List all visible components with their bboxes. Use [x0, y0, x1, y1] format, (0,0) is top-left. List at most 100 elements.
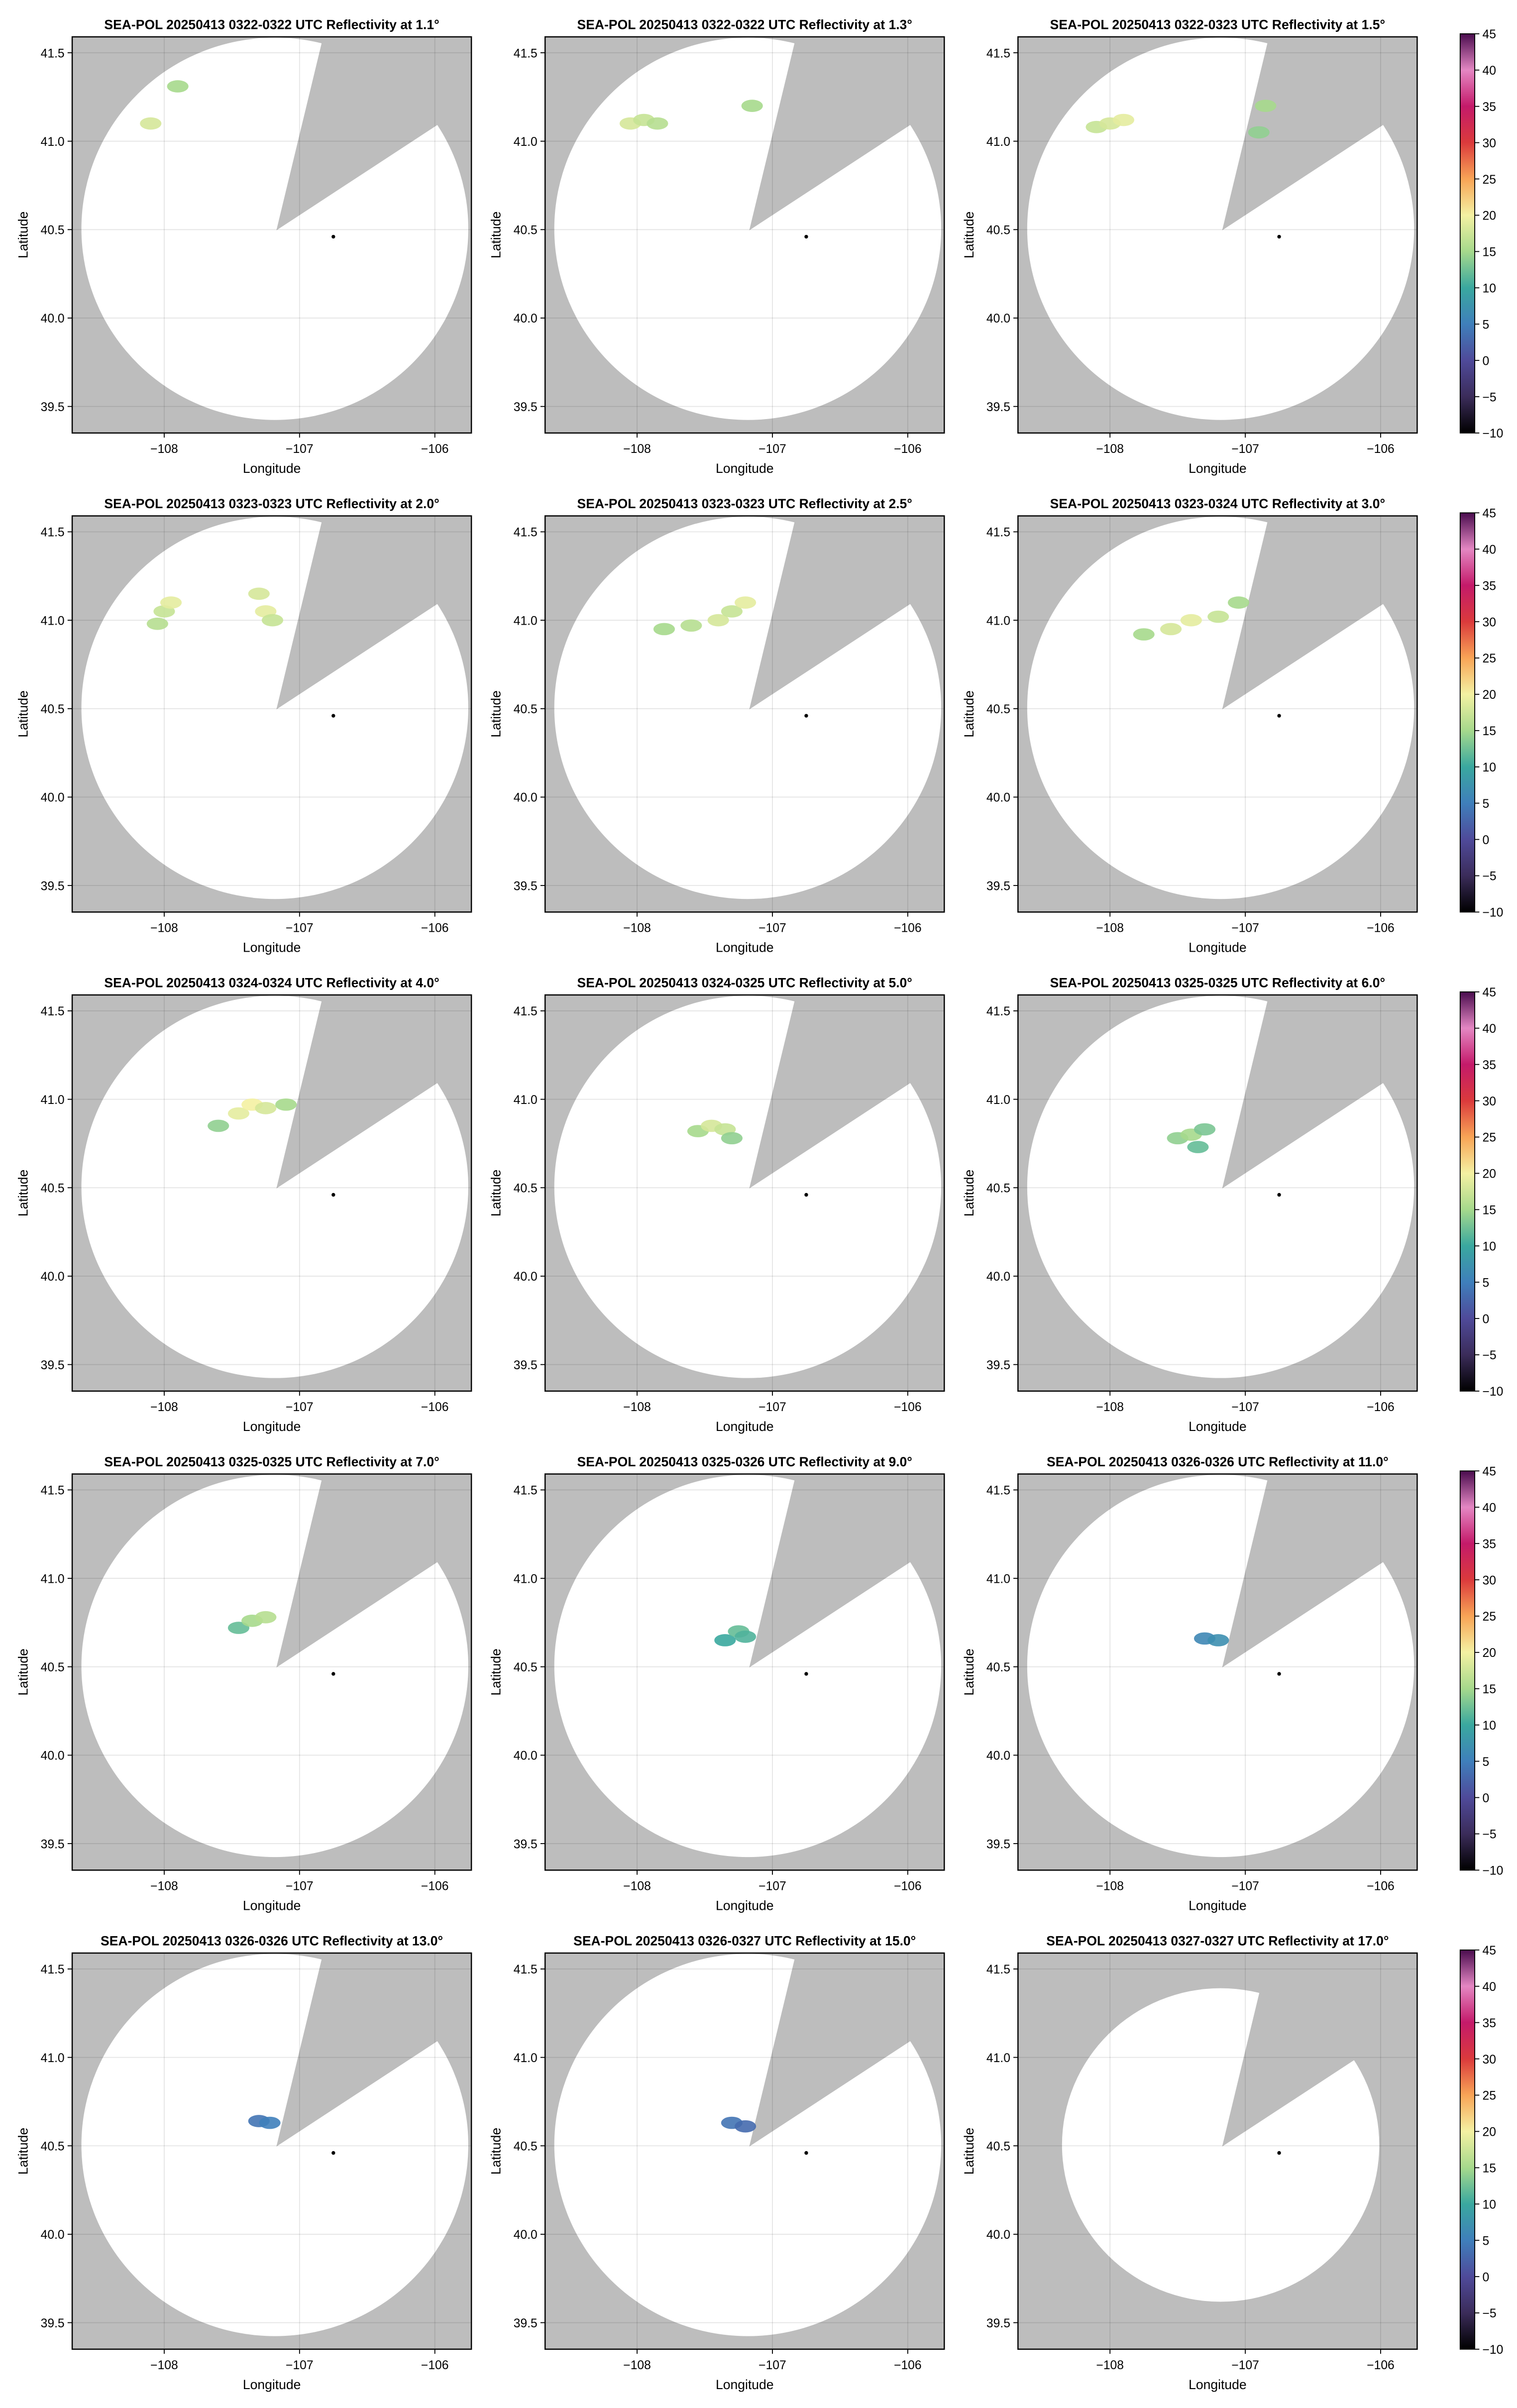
x-tick-label: −106 — [421, 922, 449, 935]
colorbar-tick-label: 40 — [1483, 1022, 1496, 1036]
plot-area — [1018, 37, 1417, 433]
radar-site — [331, 234, 335, 239]
blocked-sector — [1222, 37, 1417, 230]
x-tick-label: −106 — [421, 1879, 449, 1893]
axes-frame — [1017, 994, 1418, 1392]
y-tick-label: 39.5 — [41, 1359, 65, 1372]
chart-title: SEA-POL 20250413 0323-0323 UTC Reflectiv… — [104, 496, 439, 511]
x-tick-label: −108 — [150, 442, 178, 456]
colorbar-tick-label: −5 — [1483, 1828, 1497, 1842]
echo — [1207, 1634, 1229, 1646]
axes-frame — [1017, 1473, 1418, 1871]
x-axis-label: Longitude — [1189, 2377, 1247, 2392]
colorbar-tick-label: 20 — [1483, 1168, 1496, 1181]
y-tick-label: 39.5 — [986, 401, 1010, 414]
colorbar-tick-label: 5 — [1483, 318, 1490, 331]
x-tick-label: −108 — [1096, 922, 1124, 935]
axes-frame — [1017, 36, 1418, 434]
y-tick-label: 40.5 — [41, 224, 65, 237]
y-tick-label: 41.0 — [514, 1094, 538, 1107]
y-tick-label: 40.5 — [514, 1661, 538, 1674]
axes-frame — [544, 994, 945, 1392]
x-axis-label: Longitude — [1189, 940, 1247, 955]
x-tick-label: −106 — [894, 922, 922, 935]
x-tick-label: −108 — [623, 1401, 651, 1414]
y-tick-label: 40.5 — [41, 1182, 65, 1196]
radar-site — [331, 1672, 335, 1676]
colorbar-tick-label: 5 — [1483, 797, 1490, 811]
y-axis-label: Latitude — [962, 1170, 976, 1216]
y-tick-label: 40.0 — [514, 2228, 538, 2242]
y-axis-label: Latitude — [962, 1648, 976, 1695]
axes-frame — [71, 515, 472, 913]
colorbar — [1459, 33, 1476, 434]
echo — [1255, 100, 1277, 112]
colorbar-tick-label: −5 — [1483, 391, 1497, 404]
x-tick-label: −107 — [286, 922, 314, 935]
echo — [1160, 623, 1182, 636]
echo — [735, 2120, 757, 2133]
radar-site — [1277, 234, 1281, 239]
y-tick-label: 40.5 — [41, 1661, 65, 1674]
x-tick-label: −108 — [1096, 1401, 1124, 1414]
x-tick-label: −106 — [894, 1401, 922, 1414]
x-axis-label: Longitude — [716, 940, 774, 955]
colorbar-tick-label: −5 — [1483, 2307, 1497, 2320]
radar-site — [1277, 714, 1281, 718]
y-tick-label: 40.0 — [986, 1750, 1010, 1763]
axes-frame — [71, 994, 472, 1392]
colorbar — [1459, 512, 1476, 913]
colorbar-tick-label: 0 — [1483, 1313, 1490, 1326]
chart-title: SEA-POL 20250413 0325-0325 UTC Reflectiv… — [104, 1454, 439, 1469]
echo — [735, 596, 757, 609]
radar-site — [804, 234, 808, 239]
axes-frame — [544, 36, 945, 434]
colorbar-tick-label: 10 — [1483, 282, 1496, 296]
y-axis-label: Latitude — [16, 2128, 31, 2175]
radar-site — [804, 1672, 808, 1676]
y-tick-label: 40.0 — [986, 312, 1010, 326]
axes-frame — [71, 1473, 472, 1871]
colorbar-tick-label: 35 — [1483, 579, 1496, 593]
echo — [167, 80, 189, 93]
colorbar-tick-label: 5 — [1483, 1755, 1490, 1769]
y-axis-label: Latitude — [489, 690, 504, 737]
y-tick-label: 41.0 — [986, 614, 1010, 628]
y-tick-label: 41.0 — [514, 2052, 538, 2065]
y-tick-label: 40.5 — [41, 703, 65, 716]
y-tick-label: 39.5 — [986, 879, 1010, 893]
colorbar-tick-label: 35 — [1483, 1059, 1496, 1072]
echo — [680, 619, 702, 632]
y-tick-label: 40.5 — [986, 224, 1010, 237]
echo — [1207, 610, 1229, 623]
y-tick-label: 40.0 — [41, 2228, 65, 2242]
colorbar — [1459, 1470, 1476, 1871]
chart-title: SEA-POL 20250413 0323-0324 UTC Reflectiv… — [1050, 496, 1385, 511]
colorbar-tick-label: 15 — [1483, 1204, 1496, 1217]
radar-site — [1277, 1672, 1281, 1676]
y-tick-label: 41.0 — [41, 135, 65, 149]
y-tick-label: 40.5 — [986, 703, 1010, 716]
plot-area — [545, 1953, 945, 2349]
x-tick-label: −106 — [1367, 442, 1395, 456]
y-tick-label: 41.0 — [514, 1572, 538, 1586]
y-tick-label: 41.5 — [41, 526, 65, 540]
chart-title: SEA-POL 20250413 0325-0326 UTC Reflectiv… — [577, 1454, 912, 1469]
x-tick-label: −106 — [1367, 2359, 1395, 2372]
blocked-sector — [276, 994, 472, 1189]
y-axis-label: Latitude — [489, 1170, 504, 1216]
panel: −108 −107 −106 39.5 40.0 40.5 41.0 41.5 SEA-POL … — [962, 976, 1503, 1434]
y-tick-label: 41.0 — [514, 614, 538, 628]
echo — [707, 614, 729, 627]
axes-frame — [71, 1952, 472, 2350]
x-tick-label: −108 — [623, 2359, 651, 2372]
colorbar-tick-label: 40 — [1483, 1980, 1496, 1994]
plot-area — [72, 37, 472, 433]
x-tick-label: −106 — [894, 1879, 922, 1893]
plot-area — [1018, 994, 1417, 1391]
colorbar-tick-label: 25 — [1483, 1131, 1496, 1145]
y-axis-label: Latitude — [962, 690, 976, 737]
colorbar-tick-label: 10 — [1483, 2198, 1496, 2211]
y-tick-label: 40.0 — [514, 1270, 538, 1284]
x-axis-label: Longitude — [716, 2377, 774, 2392]
